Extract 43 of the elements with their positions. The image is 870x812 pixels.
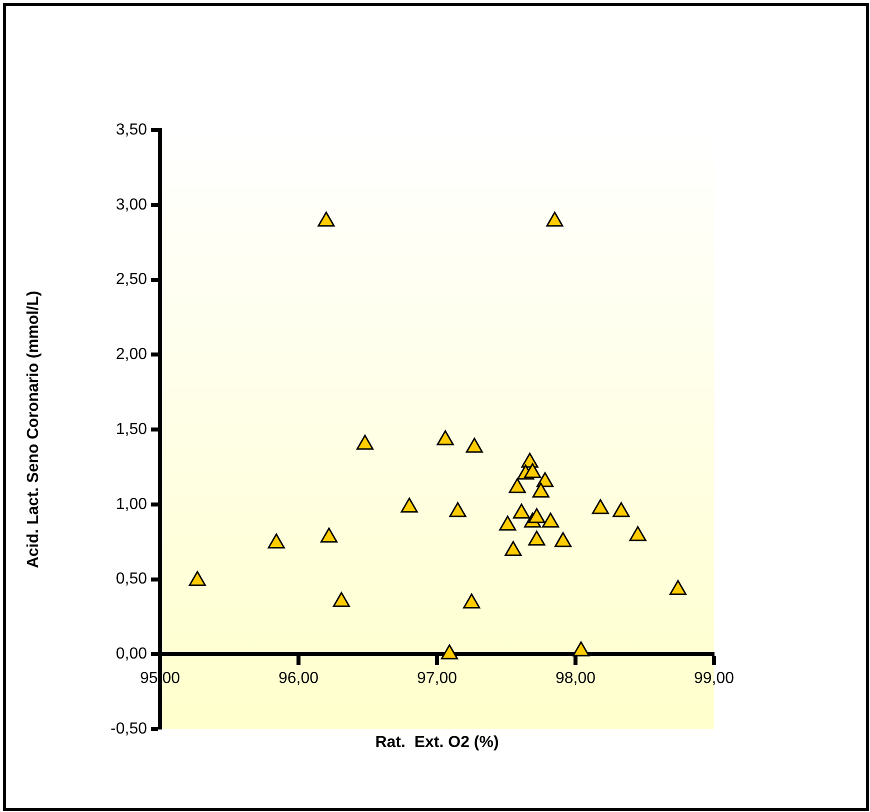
point [528,530,546,546]
point [542,512,560,528]
point [612,502,630,518]
x-axis-title: Rat. Ext. O2 (%) [375,734,499,751]
point [629,526,646,542]
x-tick-label: 97,00 [416,670,458,688]
point [449,502,466,518]
point [436,430,454,446]
y-tick-label: 3,50 [116,121,148,138]
point [669,580,687,595]
point [188,570,206,586]
point [532,482,550,498]
point [572,641,590,656]
point [499,516,516,531]
y-tick-label: 1,50 [116,420,148,438]
point [440,644,458,660]
y-tick-label: -0,50 [110,720,148,738]
y-tick-label: 0,50 [116,570,148,588]
y-axis-title: Acid. Lact. Seno Coronario (mmol/L) [25,290,42,568]
y-tick-label: 2,00 [116,346,148,364]
point [508,478,526,494]
point [356,434,374,450]
point [592,499,609,514]
y-tick-label: 2,50 [116,271,148,288]
point [268,534,285,549]
point [320,528,338,543]
point [524,463,542,478]
point [512,504,530,519]
point [554,532,572,548]
point [318,212,335,227]
point [546,212,564,227]
y-tick-label: 1,00 [116,496,148,513]
x-tick-label: 99,00 [694,670,734,688]
y-tick-label: 0,00 [116,646,148,663]
x-tick-label: 98,00 [555,670,596,688]
point [400,498,418,513]
point [463,593,480,608]
point [332,592,350,607]
point [466,438,483,453]
point [528,508,546,524]
x-tick-label: 96,00 [278,670,319,688]
point [504,541,522,556]
y-tick-label: 3,00 [116,196,148,214]
